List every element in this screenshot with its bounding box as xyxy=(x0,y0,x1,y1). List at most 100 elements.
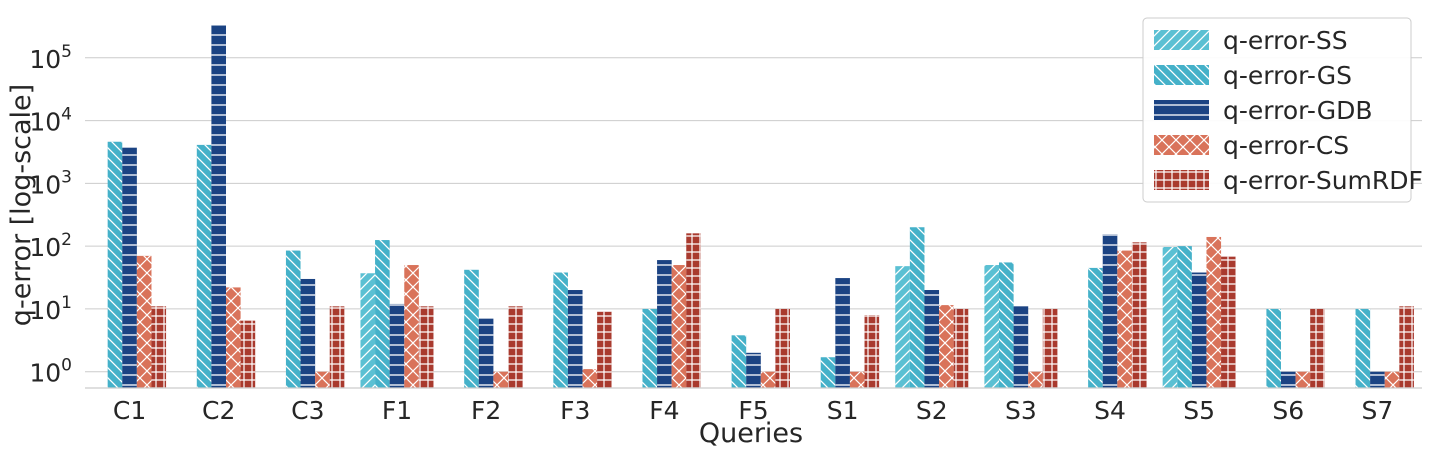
legend-swatch-hatch-q-error-GDB xyxy=(1154,100,1209,120)
bar-hatch-q-error-CS-S6 xyxy=(1295,371,1311,388)
bar-hatch-q-error-CS-F5 xyxy=(760,371,776,388)
bar-hatch-q-error-GS-S7 xyxy=(1355,308,1371,388)
bar-hatch-q-error-SS-S3 xyxy=(984,265,999,388)
bar-hatch-q-error-GS-C1 xyxy=(107,141,123,388)
legend-swatch-hatch-q-error-SumRDF xyxy=(1154,170,1209,190)
bar-hatch-q-error-GS-S2 xyxy=(909,227,925,388)
bar-hatch-q-error-SumRDF-S4 xyxy=(1131,242,1147,388)
bar-hatch-q-error-GDB-F5 xyxy=(746,352,761,388)
bar-hatch-q-error-CS-F3 xyxy=(582,369,598,388)
bar-hatch-q-error-CS-F1 xyxy=(404,265,419,388)
y-tick-label: 100 xyxy=(29,356,72,388)
legend-label-q-error-GDB: q-error-GDB xyxy=(1223,96,1373,125)
bar-hatch-q-error-GS-F3 xyxy=(553,272,568,388)
bar-hatch-q-error-CS-C3 xyxy=(315,371,330,388)
bar-hatch-q-error-SumRDF-F5 xyxy=(775,308,790,388)
bar-hatch-q-error-SS-S2 xyxy=(895,266,910,388)
bar-hatch-q-error-GS-F2 xyxy=(464,269,479,388)
x-tick-label: F2 xyxy=(471,396,501,425)
bar-hatch-q-error-SumRDF-S1 xyxy=(864,315,880,388)
y-tick-label: 101 xyxy=(29,293,72,325)
legend: q-error-SS q-error-GS q-error-GDB q-error-C… xyxy=(1142,17,1423,203)
bar-hatch-q-error-SumRDF-F4 xyxy=(686,233,701,388)
bar-hatch-q-error-CS-S2 xyxy=(939,305,954,388)
bar-hatch-q-error-CS-F2 xyxy=(493,371,508,388)
bar-hatch-q-error-GDB-S5 xyxy=(1191,272,1207,388)
bar-hatch-q-error-CS-S5 xyxy=(1206,236,1222,388)
bar-hatch-q-error-SumRDF-S3 xyxy=(1042,308,1058,388)
bar-hatch-q-error-GS-C3 xyxy=(285,250,301,388)
x-tick-label: F5 xyxy=(738,396,768,425)
x-tick-label: S6 xyxy=(1272,396,1304,425)
axes: 100 101 102 103 104 105 C1 C2 C3 F1 F2 F3 F4 F5 S1 S2 S3… xyxy=(29,42,1422,425)
legend-swatch-hatch-q-error-CS xyxy=(1154,135,1209,155)
bar-hatch-q-error-GDB-S2 xyxy=(924,290,940,388)
bar-hatch-q-error-GS-S1 xyxy=(820,357,836,388)
bar-hatch-q-error-CS-C1 xyxy=(136,255,152,388)
x-tick-label: C1 xyxy=(113,396,146,425)
x-tick-label: S1 xyxy=(827,396,859,425)
legend-label-q-error-CS: q-error-CS xyxy=(1223,131,1349,160)
bar-hatch-q-error-GDB-S6 xyxy=(1281,371,1296,388)
x-tick-label: F4 xyxy=(649,396,679,425)
legend-swatch-hatch-q-error-GS xyxy=(1154,65,1209,85)
x-tick-label: F1 xyxy=(382,396,412,425)
x-tick-label: S5 xyxy=(1183,396,1215,425)
bar-hatch-q-error-SumRDF-F2 xyxy=(508,306,523,388)
bar-hatch-q-error-SS-F1 xyxy=(360,273,376,388)
legend-label-q-error-SS: q-error-SS xyxy=(1223,26,1348,55)
bar-hatch-q-error-GS-F1 xyxy=(375,240,390,388)
bar-hatch-q-error-CS-F4 xyxy=(671,265,687,388)
bar-hatch-q-error-GS-S6 xyxy=(1266,308,1281,388)
x-tick-label: F3 xyxy=(560,396,590,425)
x-tick-label: C2 xyxy=(202,396,235,425)
x-tick-label: S2 xyxy=(916,396,948,425)
bar-hatch-q-error-GDB-F3 xyxy=(567,290,583,388)
legend-frame xyxy=(1142,17,1412,203)
bar-hatch-q-error-SS-S5 xyxy=(1162,246,1178,388)
bar-hatch-q-error-CS-C2 xyxy=(226,287,241,388)
bar-hatch-q-error-SumRDF-F1 xyxy=(418,306,434,388)
bar-hatch-q-error-GS-C2 xyxy=(196,144,212,388)
bar-hatch-q-error-GDB-S3 xyxy=(1013,306,1029,388)
bar-hatch-q-error-SumRDF-S7 xyxy=(1399,306,1414,388)
bar-hatch-q-error-GS-F4 xyxy=(642,308,658,388)
bar-hatch-q-error-GDB-C3 xyxy=(300,278,316,388)
bar-hatch-q-error-SumRDF-C1 xyxy=(151,306,167,388)
y-tick-label: 103 xyxy=(29,167,72,199)
bar-hatch-q-error-GS-S3 xyxy=(999,262,1014,388)
bar-hatch-q-error-GS-S4 xyxy=(1088,267,1103,388)
bar-hatch-q-error-GDB-S4 xyxy=(1102,234,1118,388)
bar-hatch-q-error-SumRDF-S5 xyxy=(1221,256,1236,388)
x-tick-label: S4 xyxy=(1094,396,1126,425)
bar-hatch-q-error-GDB-F4 xyxy=(657,260,672,388)
bars xyxy=(107,25,1414,389)
bar-hatch-q-error-SumRDF-S2 xyxy=(953,308,969,388)
bar-hatch-q-error-CS-S4 xyxy=(1117,250,1132,388)
legend-swatch-hatch-q-error-SS xyxy=(1154,30,1209,50)
bar-hatch-q-error-CS-S3 xyxy=(1028,371,1043,388)
bar-hatch-q-error-GS-F5 xyxy=(731,335,747,388)
bar-hatch-q-error-GS-S5 xyxy=(1177,246,1192,388)
bar-hatch-q-error-SumRDF-C2 xyxy=(240,320,256,388)
bar-hatch-q-error-GDB-S1 xyxy=(835,278,850,388)
bar-hatch-q-error-SumRDF-C3 xyxy=(329,306,345,388)
x-tick-label: S3 xyxy=(1005,396,1037,425)
legend-label-q-error-GS: q-error-GS xyxy=(1223,61,1352,90)
x-tick-label: S7 xyxy=(1362,396,1394,425)
bar-hatch-q-error-CS-S1 xyxy=(849,371,865,388)
y-tick-label: 102 xyxy=(29,230,72,262)
y-axis-title: q-error [log-scale] xyxy=(6,84,37,326)
bar-hatch-q-error-GDB-C1 xyxy=(122,147,137,388)
bar-hatch-q-error-SumRDF-S6 xyxy=(1310,308,1325,388)
bar-hatch-q-error-GDB-C2 xyxy=(211,25,226,389)
bar-hatch-q-error-GDB-F1 xyxy=(389,303,405,388)
legend-label-q-error-SumRDF: q-error-SumRDF xyxy=(1223,166,1423,195)
x-axis-title: Queries xyxy=(699,418,803,449)
y-tick-label: 104 xyxy=(29,105,72,137)
y-tick-label: 105 xyxy=(29,42,72,74)
x-tick-label: C3 xyxy=(291,396,324,425)
bar-hatch-q-error-GDB-S7 xyxy=(1370,371,1385,388)
bar-hatch-q-error-SumRDF-F3 xyxy=(597,311,612,388)
